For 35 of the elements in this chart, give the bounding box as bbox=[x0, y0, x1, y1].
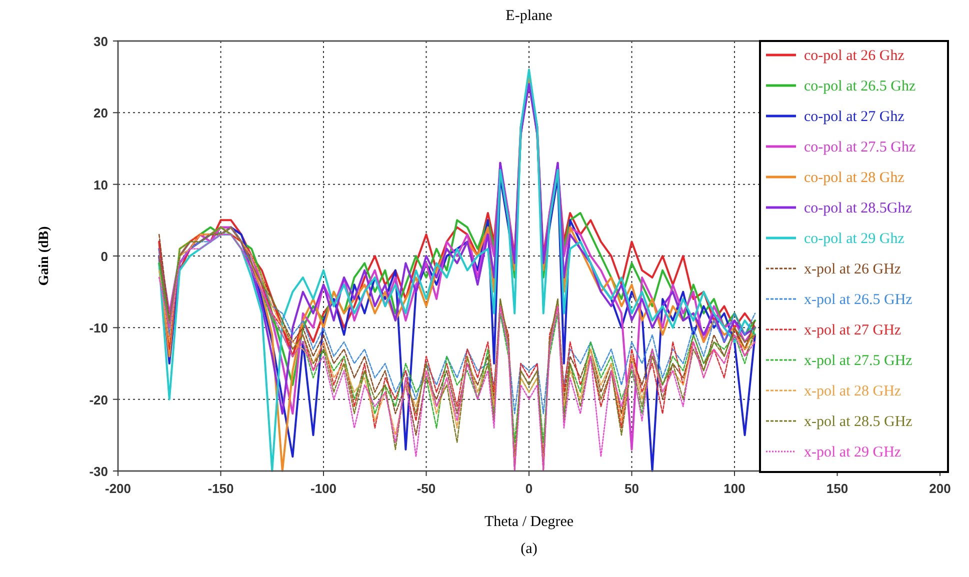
legend-label: co-pol at 27.5 Ghz bbox=[804, 140, 916, 156]
legend-label: co-pol at 29 Ghz bbox=[804, 231, 905, 247]
legend-label: x-pol at 26.5 GHz bbox=[804, 292, 913, 308]
text: (a) bbox=[520, 541, 538, 557]
y-tick-label: -20 bbox=[89, 392, 108, 408]
y-axis-title: Gain (dB) bbox=[37, 226, 52, 286]
chart-title: E-plane bbox=[506, 8, 553, 24]
x-tick-label: 150 bbox=[826, 481, 848, 496]
y-tick-label: 10 bbox=[94, 177, 108, 192]
x-tick-label: -50 bbox=[416, 481, 436, 496]
y-tick-label: -10 bbox=[89, 320, 108, 336]
legend-label: x-pol at 26 GHz bbox=[804, 262, 902, 278]
legend-label: x-pol at 28.5 GHz bbox=[804, 414, 913, 430]
legend-label: co-pol at 28.5Ghz bbox=[804, 200, 912, 216]
x-tick-label: 100 bbox=[724, 481, 746, 496]
x-tick-label: -200 bbox=[104, 481, 132, 496]
y-tick-label: 30 bbox=[94, 34, 108, 49]
legend-label: co-pol at 26 Ghz bbox=[804, 48, 905, 64]
legend-label: x-pol at 27.5 GHz bbox=[804, 353, 913, 369]
y-tick-label: -30 bbox=[89, 464, 108, 479]
y-tick-label: 0 bbox=[100, 249, 108, 264]
legend-label: x-pol at 28 GHz bbox=[804, 384, 902, 400]
legend-label: x-pol at 29 GHz bbox=[804, 444, 902, 460]
y-tick-label: 20 bbox=[94, 106, 108, 121]
x-axis-title: Theta / Degree bbox=[484, 514, 574, 530]
x-tick-label: -150 bbox=[208, 481, 234, 496]
x-tick-label: 0 bbox=[525, 481, 533, 496]
legend-label: co-pol at 28 Ghz bbox=[804, 170, 905, 186]
x-tick-label: -100 bbox=[310, 481, 337, 496]
x-tick-label: 50 bbox=[624, 481, 639, 496]
x-tick-label: 200 bbox=[929, 481, 951, 496]
legend-label: x-pol at 27 GHz bbox=[804, 322, 902, 338]
legend-label: co-pol at 26.5 Ghz bbox=[804, 78, 916, 94]
legend-label: co-pol at 27 Ghz bbox=[804, 109, 905, 125]
line-series bbox=[158, 234, 756, 414]
